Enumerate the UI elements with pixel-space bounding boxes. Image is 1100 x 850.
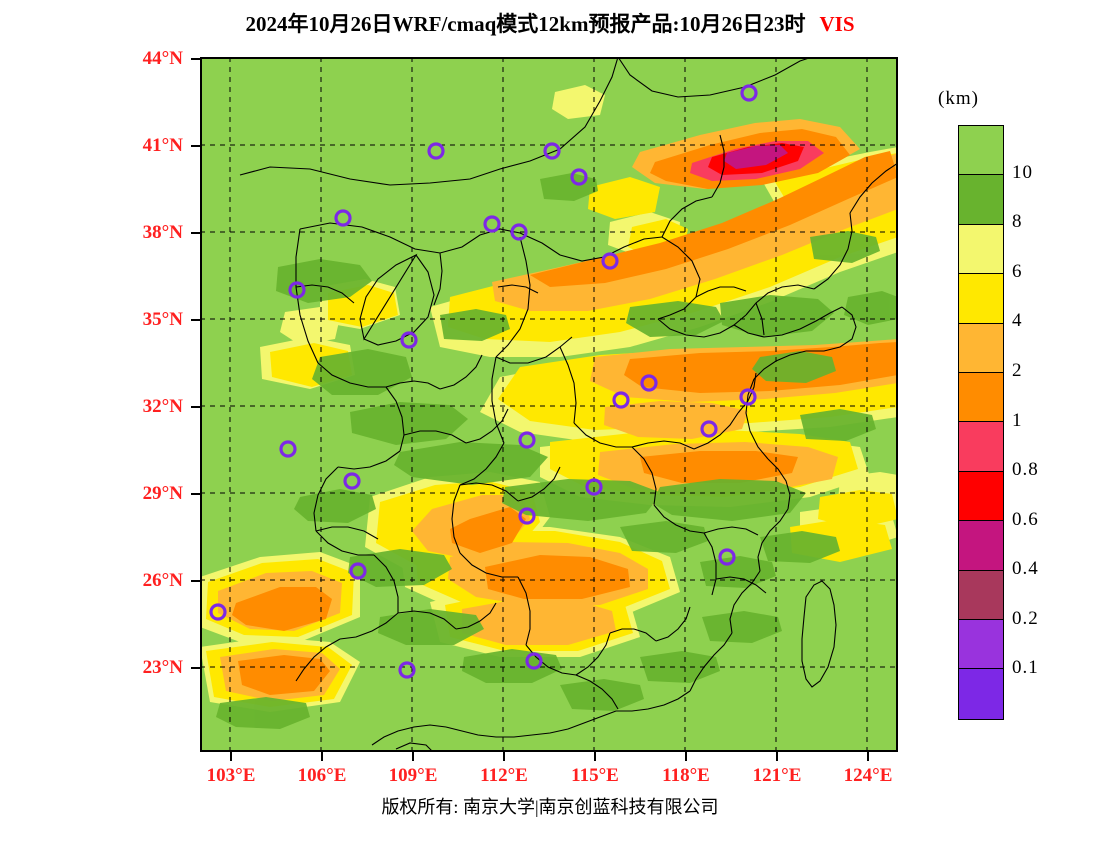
visibility-map	[200, 57, 898, 752]
y-axis-label-32n: 32°N	[103, 396, 183, 418]
y-tick-35	[191, 319, 200, 321]
colorbar-tick-10: 10	[1012, 162, 1033, 184]
x-axis-label-103e: 103°E	[186, 765, 276, 787]
y-axis-label-26n: 26°N	[103, 570, 183, 592]
y-tick-26	[191, 580, 200, 582]
colorbar-tick-0.8: 0.8	[1012, 459, 1039, 481]
colorbar-tick-4: 4	[1012, 310, 1023, 332]
colorbar-tick-0.1: 0.1	[1012, 657, 1039, 679]
page-title: 2024年10月26日WRF/cmaq模式12km预报产品:10月26日23时 V…	[0, 8, 1100, 38]
y-axis-label-44n: 44°N	[103, 48, 183, 70]
y-axis-label-29n: 29°N	[103, 483, 183, 505]
x-axis-label-118e: 118°E	[641, 765, 731, 787]
colorbar-tick-0.6: 0.6	[1012, 509, 1039, 531]
colorbar-band-10	[959, 620, 1003, 669]
colorbar-band-6	[959, 422, 1003, 471]
colorbar-band-4	[959, 324, 1003, 373]
y-axis-label-38n: 38°N	[103, 222, 183, 244]
y-axis-label-41n: 41°N	[103, 135, 183, 157]
x-tick-115	[594, 752, 596, 761]
colorbar-band-2	[959, 225, 1003, 274]
y-tick-32	[191, 406, 200, 408]
y-axis-label-23n: 23°N	[103, 657, 183, 679]
y-tick-44	[191, 58, 200, 60]
y-tick-23	[191, 667, 200, 669]
x-tick-112	[503, 752, 505, 761]
colorbar-band-0	[959, 126, 1003, 175]
colorbar-band-8	[959, 521, 1003, 570]
y-tick-38	[191, 232, 200, 234]
colorbar-tick-2: 2	[1012, 360, 1023, 382]
title-text: 2024年10月26日WRF/cmaq模式12km预报产品:10月26日23时	[245, 12, 805, 36]
x-axis-label-109e: 109°E	[368, 765, 458, 787]
x-tick-121	[776, 752, 778, 761]
x-axis-label-121e: 121°E	[732, 765, 822, 787]
colorbar-tick-0.2: 0.2	[1012, 608, 1039, 630]
colorbar-unit-label: (km)	[938, 88, 979, 110]
colorbar-tick-1: 1	[1012, 410, 1023, 432]
x-tick-109	[412, 752, 414, 761]
y-tick-41	[191, 145, 200, 147]
colorbar-band-1	[959, 175, 1003, 224]
colorbar	[958, 125, 1004, 720]
map-plot-area	[200, 57, 898, 752]
x-axis-label-124e: 124°E	[823, 765, 913, 787]
x-axis-label-112e: 112°E	[459, 765, 549, 787]
colorbar-band-5	[959, 373, 1003, 422]
colorbar-band-11	[959, 669, 1003, 718]
x-tick-103	[230, 752, 232, 761]
x-axis-label-115e: 115°E	[550, 765, 640, 787]
colorbar-tick-8: 8	[1012, 211, 1023, 233]
y-axis-label-35n: 35°N	[103, 309, 183, 331]
variable-label: VIS	[819, 12, 854, 36]
colorbar-band-3	[959, 274, 1003, 323]
y-tick-29	[191, 493, 200, 495]
colorbar-tick-0.4: 0.4	[1012, 558, 1039, 580]
x-tick-118	[685, 752, 687, 761]
x-axis-label-106e: 106°E	[277, 765, 367, 787]
copyright-footer: 版权所有: 南京大学|南京创蓝科技有限公司	[0, 793, 1100, 819]
colorbar-band-9	[959, 571, 1003, 620]
x-tick-124	[867, 752, 869, 761]
colorbar-band-7	[959, 472, 1003, 521]
x-tick-106	[321, 752, 323, 761]
colorbar-tick-6: 6	[1012, 261, 1023, 283]
